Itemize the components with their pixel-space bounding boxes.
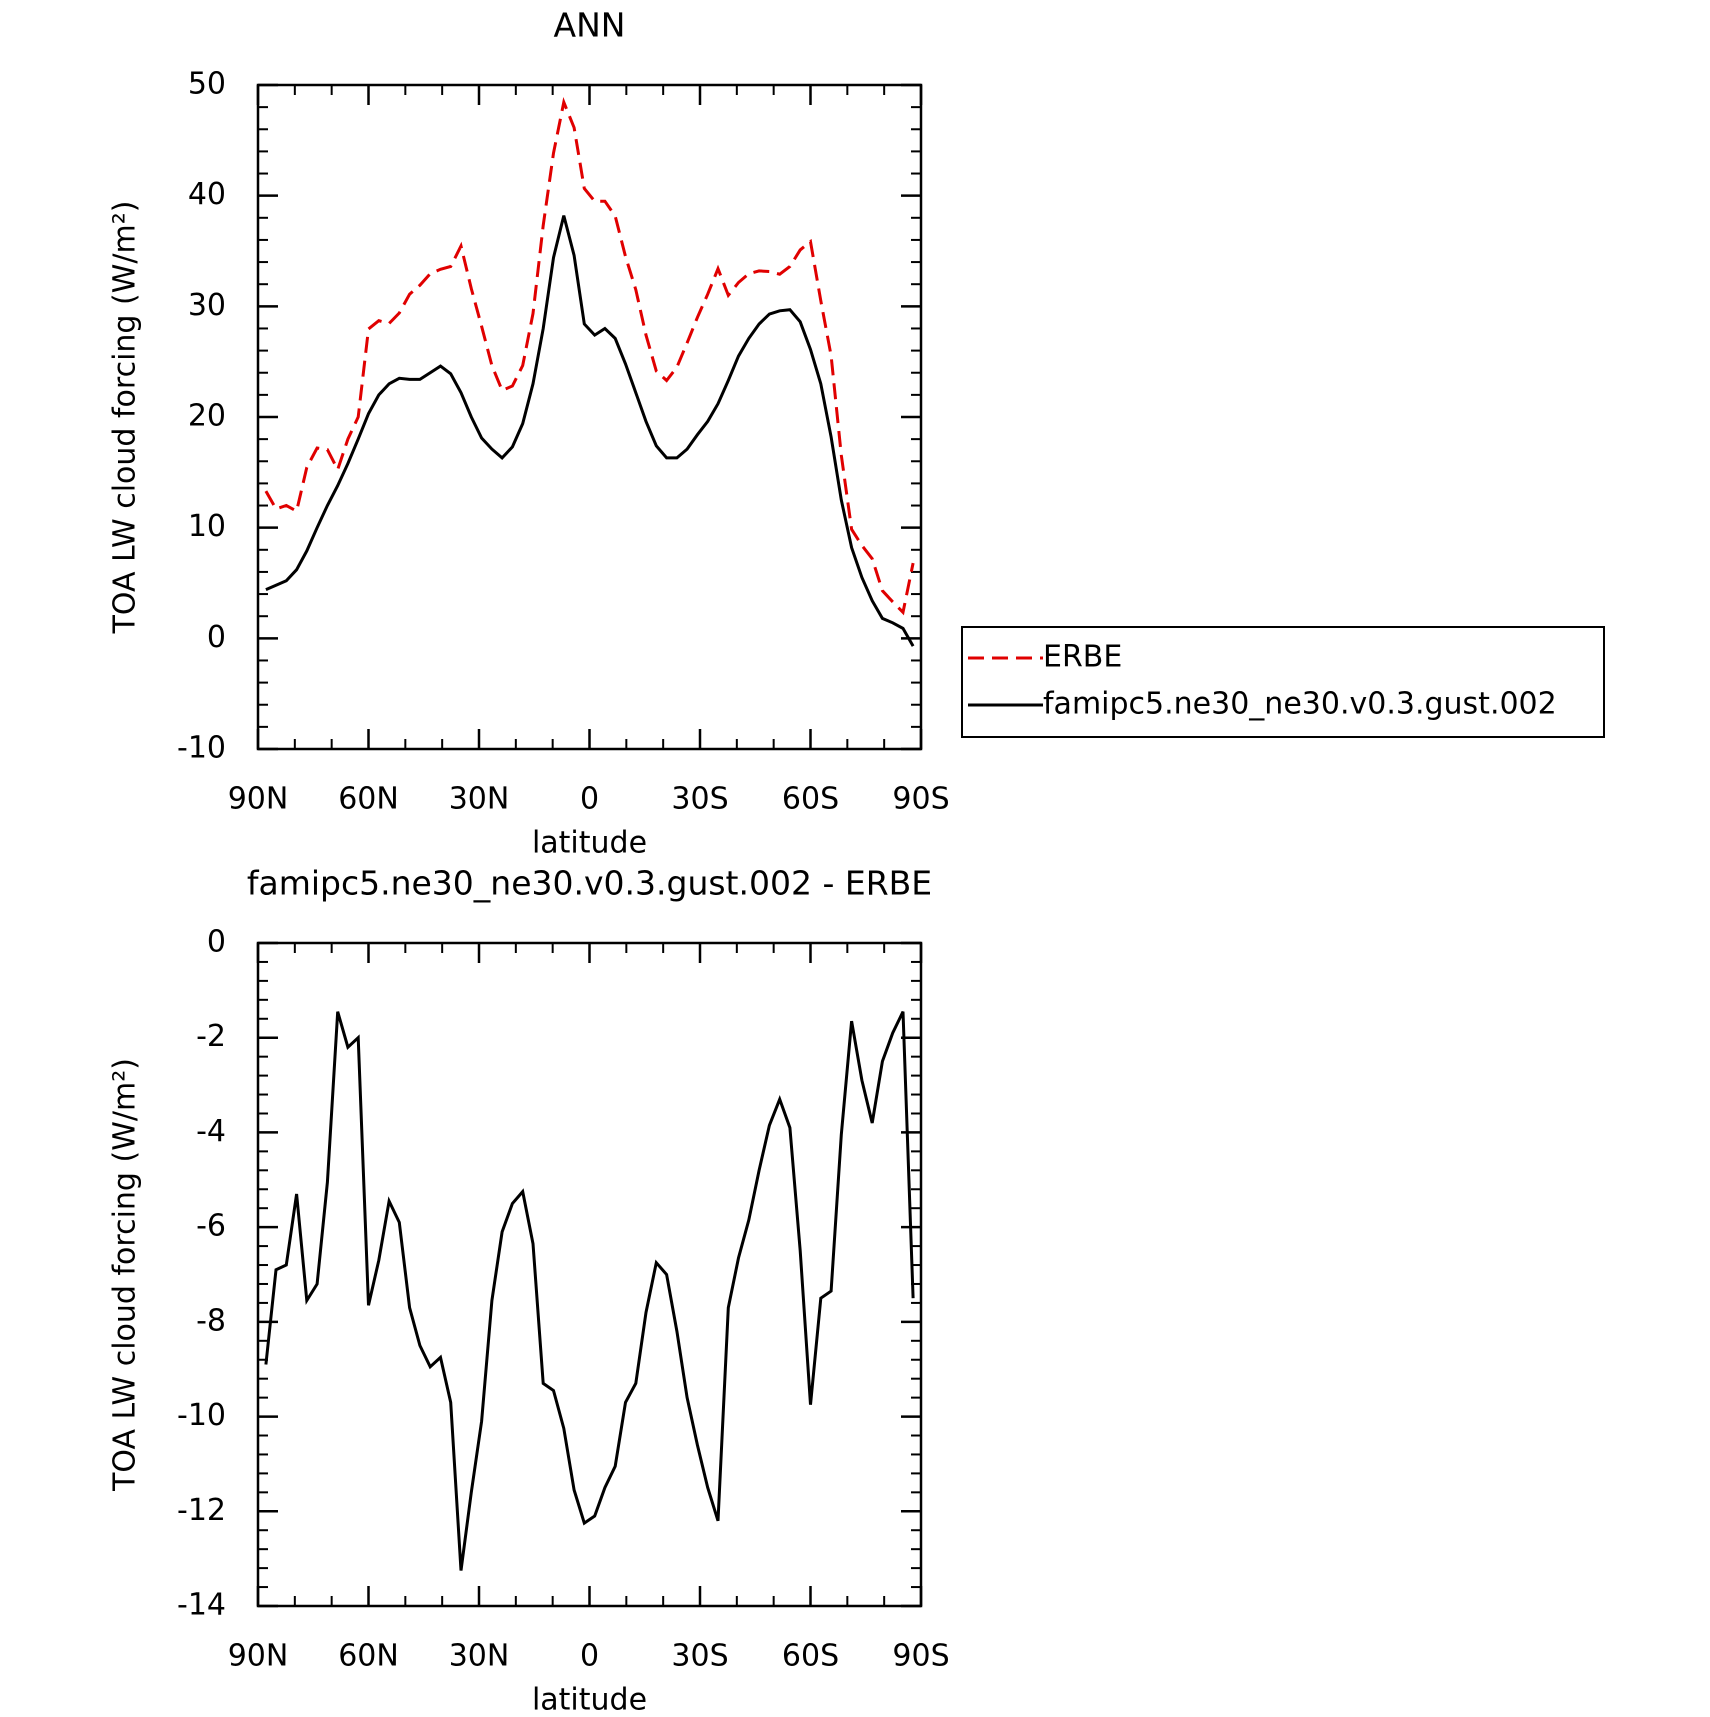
x-axis-label: latitude: [532, 826, 647, 861]
x-tick-label: 30N: [449, 1639, 510, 1674]
y-tick-label: 0: [207, 620, 226, 655]
y-tick-label: -10: [177, 731, 226, 766]
x-tick-label: 30S: [671, 782, 728, 817]
x-tick-label: 90N: [228, 782, 289, 817]
y-tick-label: -14: [177, 1588, 226, 1623]
x-tick-label: 0: [580, 1639, 599, 1674]
chart-title: ANN: [554, 6, 626, 45]
y-axis-label: TOA LW cloud forcing (W/m²): [108, 201, 143, 635]
data-line: [264, 97, 915, 616]
y-tick-label: -8: [196, 1303, 226, 1338]
x-tick-label: 90S: [892, 782, 949, 817]
x-tick-label: 60S: [782, 782, 839, 817]
legend-label: famipc5.ne30_ne30.v0.3.gust.002: [1043, 687, 1557, 722]
data-line: [264, 1011, 915, 1571]
x-tick-label: 0: [580, 782, 599, 817]
y-tick-label: 30: [188, 288, 226, 323]
chart-title: famipc5.ne30_ne30.v0.3.gust.002 - ERBE: [247, 864, 932, 903]
y-tick-label: -10: [177, 1398, 226, 1433]
x-tick-label: 60N: [338, 1639, 399, 1674]
x-tick-label: 30N: [449, 782, 510, 817]
y-axis-label: TOA LW cloud forcing (W/m²): [108, 1058, 143, 1492]
x-axis-label: latitude: [532, 1683, 647, 1717]
y-tick-label: -2: [196, 1019, 226, 1054]
y-tick-label: 20: [188, 399, 226, 434]
y-tick-label: -6: [196, 1209, 226, 1244]
x-tick-label: 60N: [338, 782, 399, 817]
legend-box: [961, 626, 1605, 738]
x-tick-label: 30S: [671, 1639, 728, 1674]
legend-label: ERBE: [1043, 640, 1122, 675]
y-tick-label: 0: [207, 925, 226, 960]
x-tick-label: 90S: [892, 1639, 949, 1674]
y-tick-label: -4: [196, 1114, 226, 1149]
y-tick-label: -12: [177, 1493, 226, 1528]
x-tick-label: 60S: [782, 1639, 839, 1674]
y-tick-label: 40: [188, 177, 226, 212]
y-tick-label: 10: [188, 509, 226, 544]
data-line: [265, 215, 915, 647]
x-tick-label: 90N: [228, 1639, 289, 1674]
y-tick-label: 50: [188, 67, 226, 102]
